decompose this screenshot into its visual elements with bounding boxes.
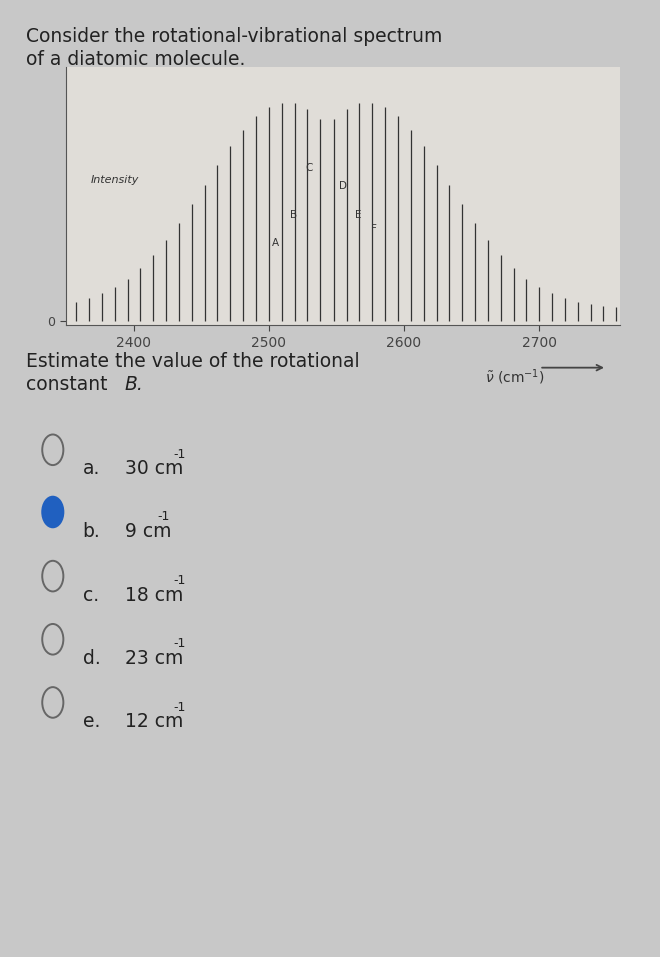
Text: -1: -1 <box>157 510 170 523</box>
Text: d.: d. <box>82 649 100 668</box>
Text: of a diatomic molecule.: of a diatomic molecule. <box>26 50 246 69</box>
Text: A: A <box>272 238 279 248</box>
Text: B.: B. <box>124 375 143 394</box>
Text: C: C <box>306 163 313 172</box>
Text: 12 cm: 12 cm <box>125 712 183 731</box>
Text: Intensity: Intensity <box>90 175 139 185</box>
Text: F: F <box>372 224 378 234</box>
Text: B: B <box>290 210 297 220</box>
Text: -1: -1 <box>173 448 185 461</box>
Text: 9 cm: 9 cm <box>125 522 172 541</box>
Text: E: E <box>355 210 361 220</box>
Text: Estimate the value of the rotational: Estimate the value of the rotational <box>26 352 360 371</box>
Text: Consider the rotational-vibrational spectrum: Consider the rotational-vibrational spec… <box>26 27 443 46</box>
Text: -1: -1 <box>173 574 185 588</box>
Text: c.: c. <box>82 586 98 605</box>
Text: -1: -1 <box>173 637 185 651</box>
Text: -1: -1 <box>173 701 185 714</box>
Text: 30 cm: 30 cm <box>125 459 183 478</box>
Text: 18 cm: 18 cm <box>125 586 183 605</box>
Text: 23 cm: 23 cm <box>125 649 183 668</box>
Text: e.: e. <box>82 712 100 731</box>
Text: $\tilde{\nu}$ (cm$^{-1}$): $\tilde{\nu}$ (cm$^{-1}$) <box>485 367 545 388</box>
Text: b.: b. <box>82 522 100 541</box>
Text: D: D <box>339 182 347 191</box>
Text: constant: constant <box>26 375 114 394</box>
Text: a.: a. <box>82 459 100 478</box>
